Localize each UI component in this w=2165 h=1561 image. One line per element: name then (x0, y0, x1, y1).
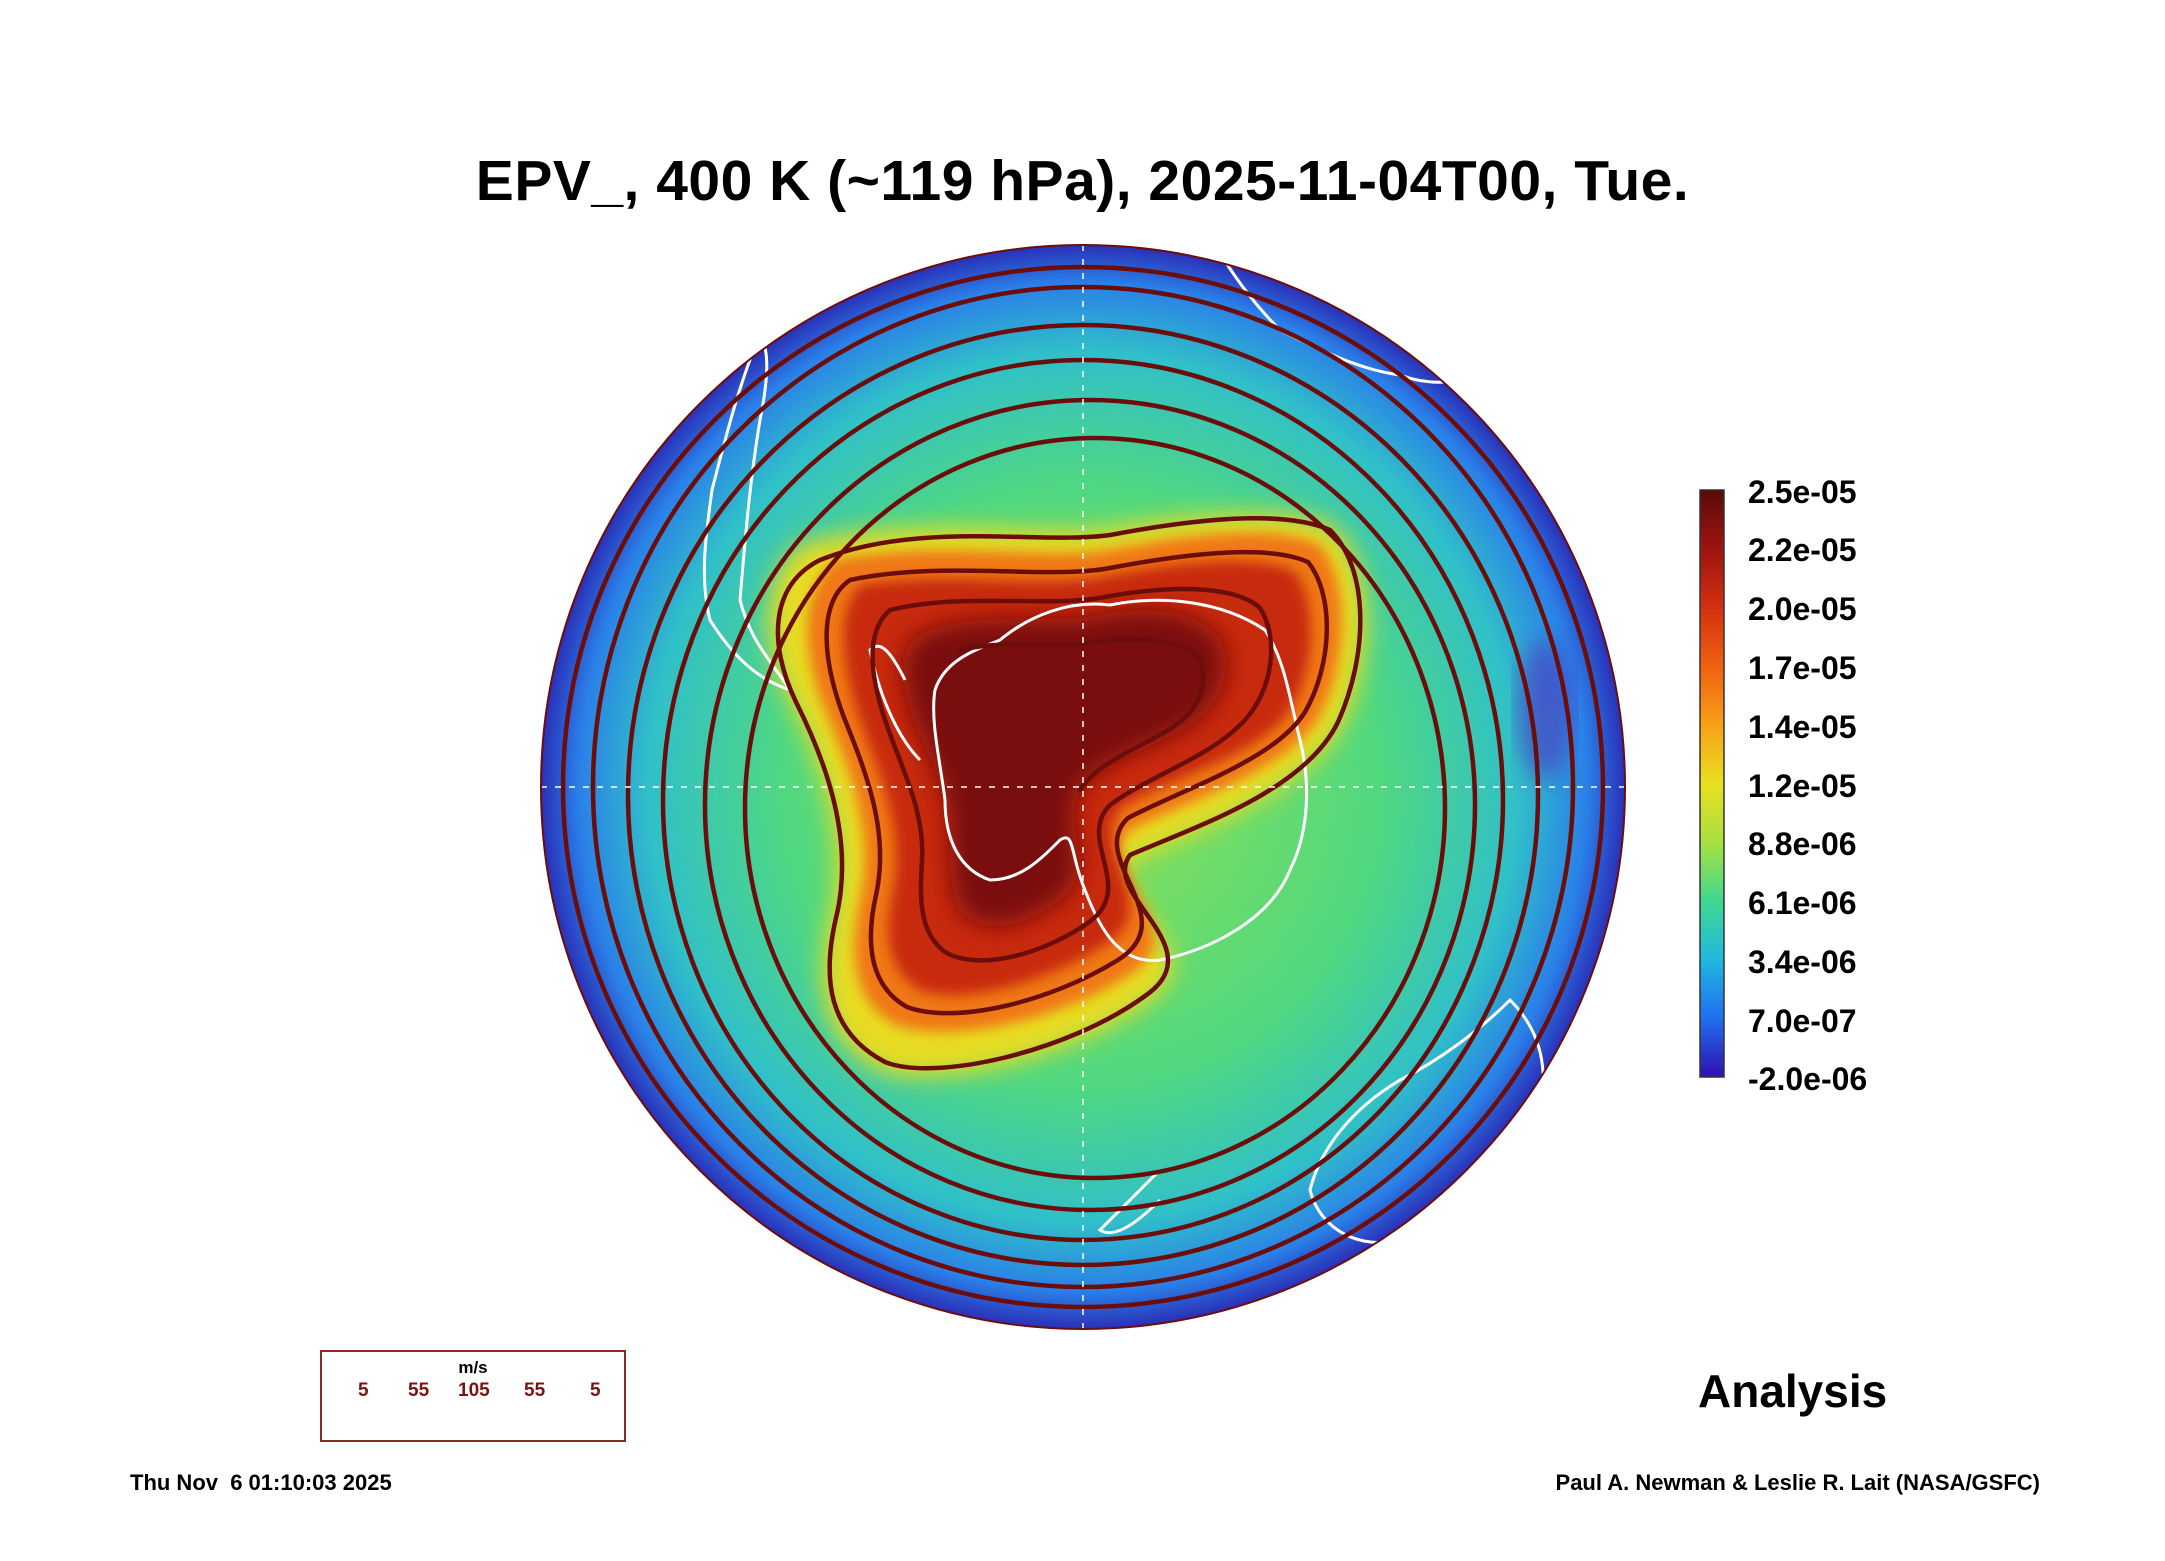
legend-value: 55 (524, 1380, 546, 1401)
low-epv-patch (1517, 640, 1573, 780)
legend-value: 105 (458, 1380, 490, 1401)
colorbar-label: 3.4e-06 (1748, 944, 1857, 980)
colorbar-label: -2.0e-06 (1748, 1061, 1868, 1097)
streamline (625, 322, 1541, 1268)
colorbar-label: 2.5e-05 (1748, 474, 1857, 510)
analysis-label: Analysis (1698, 1365, 1888, 1417)
colorbar-label: 1.4e-05 (1748, 709, 1857, 745)
colorbar-label: 7.0e-07 (1748, 1003, 1857, 1039)
map-title: EPV_, 400 K (~119 hPa), 2025-11-04T00, T… (475, 149, 1690, 213)
globe (541, 245, 1625, 1329)
colorbar-label: 6.1e-06 (1748, 885, 1857, 921)
legend-value: 5 (358, 1380, 369, 1401)
credit: Paul A. Newman & Leslie R. Lait (NASA/GS… (1555, 1470, 2040, 1495)
colorbar-label: 2.0e-05 (1748, 591, 1857, 627)
wind-speed-legend: m/s 5 55 105 55 5 (320, 1350, 626, 1442)
legend-value: 5 (590, 1380, 601, 1401)
coastline-antarctica (932, 598, 1309, 962)
colorbar (1699, 489, 1725, 1078)
globe-outline (540, 244, 1626, 1330)
streamline (702, 397, 1478, 1213)
colorbar-label: 2.2e-05 (1748, 532, 1857, 568)
colorbar-label: 1.7e-05 (1748, 650, 1857, 686)
timestamp: Thu Nov 6 01:10:03 2025 (130, 1470, 392, 1495)
coastline-new-zealand (1097, 1168, 1162, 1235)
streamline (957, 636, 1206, 793)
streamline (870, 586, 1274, 963)
streamline (742, 435, 1448, 1181)
colorbar-label: 1.2e-05 (1748, 768, 1857, 804)
streamline (560, 264, 1606, 1310)
streamline (824, 549, 1330, 1016)
vortex-core (903, 610, 1226, 927)
legend-value: 55 (408, 1380, 430, 1401)
colorbar-label: 8.8e-06 (1748, 826, 1857, 862)
legend-unit: m/s (458, 1358, 488, 1377)
